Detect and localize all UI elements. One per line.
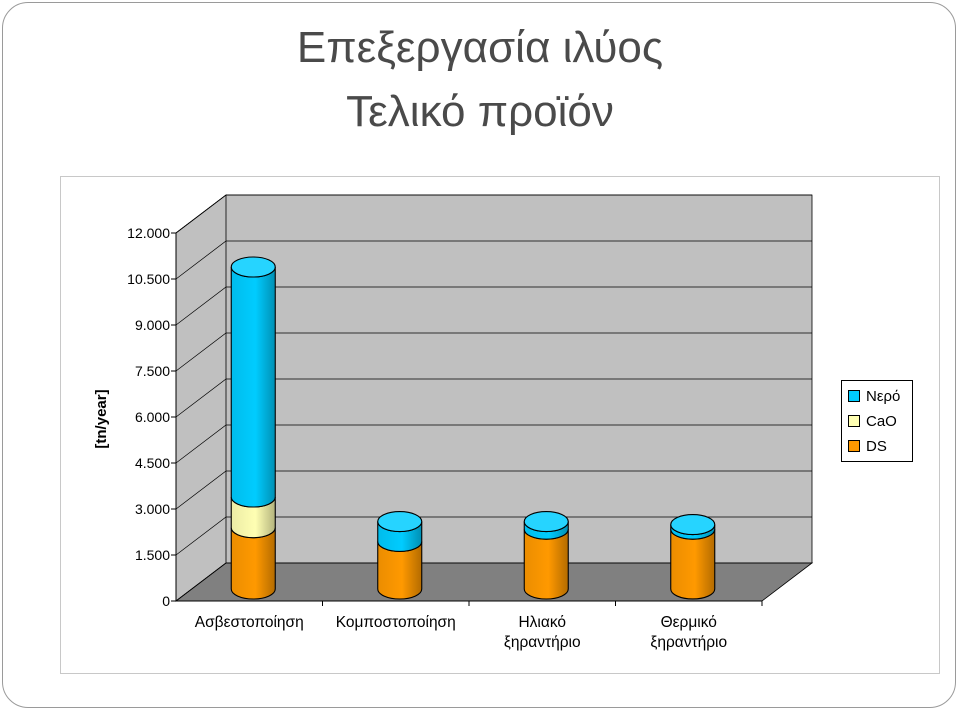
y-tick-label: 7.500 bbox=[135, 363, 170, 379]
slide-title-line1: Επεξεργασία ιλύος bbox=[296, 23, 664, 72]
legend-swatch bbox=[848, 390, 860, 402]
bar-segment-DS bbox=[230, 527, 276, 600]
gridline bbox=[175, 516, 812, 556]
y-axis-label: [tn/year] bbox=[93, 389, 110, 448]
x-category-label: Θερμικό bbox=[661, 614, 717, 631]
legend-item: Νερό bbox=[848, 387, 900, 405]
y-tick-label: 9.000 bbox=[135, 317, 170, 333]
bar-top-cap bbox=[523, 510, 569, 533]
chart-legend: Νερό CaO DS bbox=[841, 380, 913, 462]
bar-top-cap bbox=[377, 510, 423, 533]
y-tick-label: 6.000 bbox=[135, 409, 170, 425]
legend-label: CaO bbox=[866, 412, 897, 430]
x-category-label: Ηλιακό bbox=[518, 614, 566, 631]
y-tick-label: 0 bbox=[162, 593, 170, 609]
y-tick-label: 12.000 bbox=[127, 225, 170, 241]
gridline bbox=[175, 332, 812, 372]
gridline bbox=[175, 194, 812, 234]
chart-area bbox=[60, 176, 940, 674]
y-tick-label: 4.500 bbox=[135, 455, 170, 471]
gridline bbox=[175, 470, 812, 510]
x-category-label: Κομποστοποίηση bbox=[336, 614, 456, 631]
x-category-label: Ασβεστοποίηση bbox=[195, 614, 304, 631]
legend-label: Νερό bbox=[866, 387, 901, 405]
gridline bbox=[175, 378, 812, 418]
legend-label: DS bbox=[866, 437, 887, 455]
x-category-label: ξηραντήριο bbox=[650, 634, 727, 651]
x-category-label: ξηραντήριο bbox=[504, 634, 581, 651]
legend-swatch bbox=[848, 440, 860, 452]
slide-title-line2: Τελικό προϊόν bbox=[346, 87, 614, 136]
bar-top-cap bbox=[670, 514, 716, 536]
bar-top-cap bbox=[230, 256, 276, 278]
legend-item: DS bbox=[848, 437, 887, 455]
y-tick-label: 3.000 bbox=[135, 501, 170, 517]
gridline bbox=[175, 562, 812, 602]
y-tick-label: 1.500 bbox=[135, 547, 170, 563]
legend-swatch bbox=[848, 415, 860, 427]
y-tick-label: 10.500 bbox=[127, 271, 170, 287]
gridline bbox=[175, 286, 812, 326]
gridline bbox=[175, 424, 812, 464]
legend-item: CaO bbox=[848, 412, 897, 430]
bar-segment-Νερό bbox=[230, 266, 276, 508]
gridline bbox=[175, 240, 812, 280]
